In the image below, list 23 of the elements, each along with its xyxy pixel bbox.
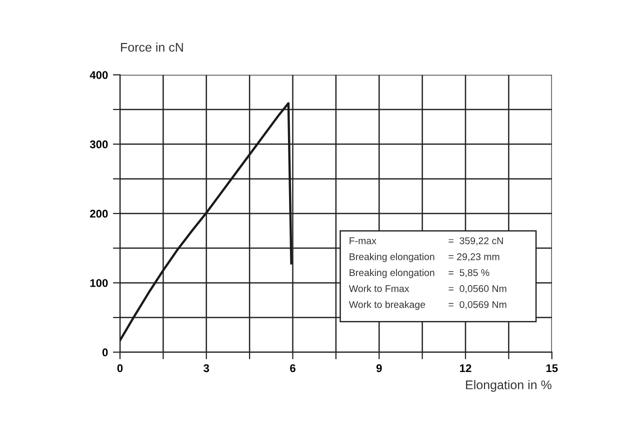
annotation: F-max — [350, 237, 376, 244]
y-axis-title: Force in cN — [121, 42, 183, 52]
annotation: = 0,0560 Nm — [448, 285, 506, 294]
x-tick-label: 6 — [290, 364, 296, 372]
y-tick-label: 400 — [90, 71, 108, 79]
y-tick-label: 300 — [90, 140, 108, 148]
x-tick-label: 15 — [546, 364, 558, 372]
y-tick-label: 100 — [90, 279, 108, 287]
annotation: Work to breakage — [348, 300, 426, 310]
annotation: Breaking elongation — [350, 268, 434, 278]
annotation: = 359,22 cN — [448, 237, 503, 246]
y-tick-label: 0 — [102, 348, 108, 356]
x-axis-title: Elongation in % — [466, 380, 552, 392]
annotation: = 0,0569 Nm — [448, 301, 506, 310]
annotation: = 29,23 mm — [448, 253, 500, 262]
annotation: Breaking elongation — [350, 253, 434, 262]
annotation: = 5,85 % — [448, 269, 490, 278]
x-tick-label: 9 — [376, 364, 382, 372]
x-tick-label: 3 — [204, 364, 210, 372]
y-tick-label: 200 — [90, 210, 108, 218]
x-tick-label: 0 — [117, 364, 123, 372]
x-tick-label: 12 — [460, 364, 472, 372]
annotation: Work to Fmax — [348, 284, 410, 292]
